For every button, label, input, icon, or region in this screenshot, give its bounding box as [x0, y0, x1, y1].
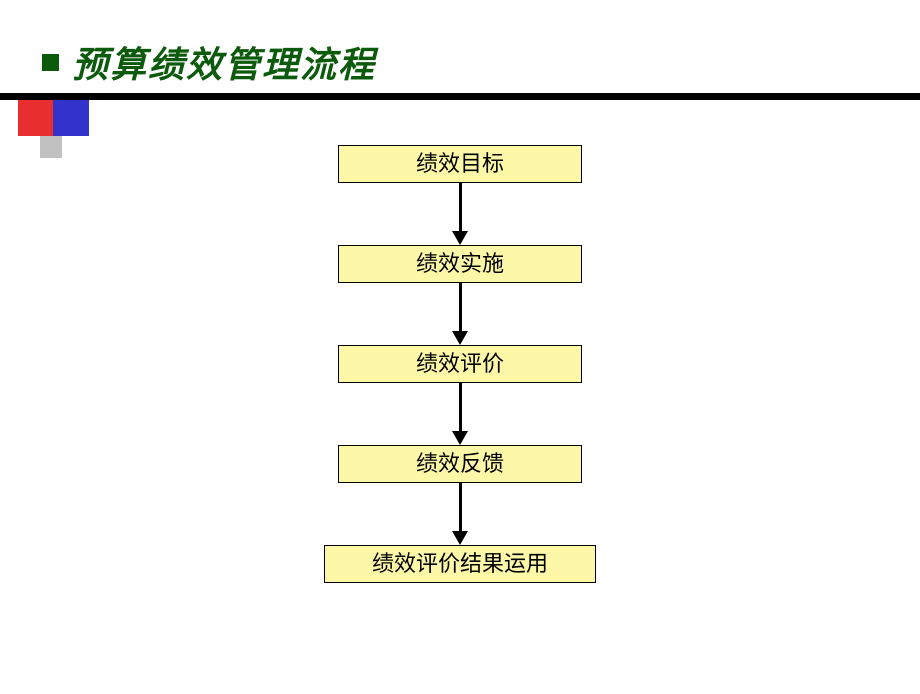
title-bullet	[42, 54, 59, 71]
flow-node: 绩效实施	[338, 245, 582, 283]
flowchart: 绩效目标绩效实施绩效评价绩效反馈绩效评价结果运用	[0, 145, 920, 583]
flow-node: 绩效目标	[338, 145, 582, 183]
flow-node: 绩效评价	[338, 345, 582, 383]
page-title: 预算绩效管理流程	[72, 36, 376, 88]
flow-arrow	[452, 283, 468, 345]
deco-block	[18, 100, 54, 136]
flow-node: 绩效评价结果运用	[324, 545, 596, 583]
divider-bar	[0, 93, 920, 100]
flow-node: 绩效反馈	[338, 445, 582, 483]
flow-arrow	[452, 383, 468, 445]
flow-arrow	[452, 483, 468, 545]
deco-block	[53, 100, 89, 136]
flow-arrow	[452, 183, 468, 245]
